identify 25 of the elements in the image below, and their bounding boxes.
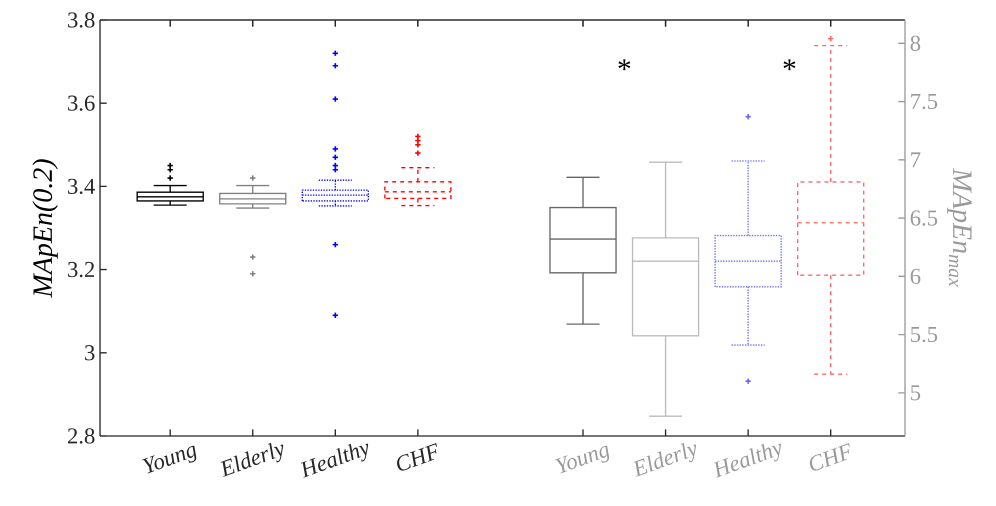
x-tick-label: Elderly [220, 442, 284, 477]
x-tick-label: Healthy [300, 443, 368, 478]
y2-tick-label: 7 [911, 152, 920, 168]
x-tick-label: Young [554, 446, 610, 474]
y-tick-label: 3.6 [68, 96, 95, 111]
y-tick-label: 2.8 [68, 428, 94, 444]
y2-tick-label: 8 [910, 36, 920, 51]
annotation: * [618, 59, 630, 70]
y-tick-label: 3.8 [68, 12, 94, 28]
y2-axis-title: MApEn$_{max}$ [947, 168, 972, 287]
y2-tick-label: 6.5 [910, 210, 938, 226]
x-tick-label: Healthy [714, 443, 781, 478]
y-tick-label: 3.4 [68, 178, 95, 194]
y2-tick-label: 5.5 [911, 327, 938, 342]
y2-tick-label: 6 [910, 268, 920, 284]
y2-tick-label: 7.5 [911, 94, 938, 110]
y-axis-title: MApEn(0.2) [32, 159, 58, 298]
y2-tick-label: 5 [911, 385, 920, 400]
annotation: * [784, 59, 796, 70]
y-tick-label: 3 [85, 345, 94, 360]
x-tick-label: CHF [810, 443, 850, 471]
y-tick-label: 3.2 [68, 262, 94, 278]
x-tick-label: Elderly [634, 442, 696, 477]
x-tick-label: CHF [397, 443, 437, 471]
x-tick-label: Young [142, 446, 196, 474]
